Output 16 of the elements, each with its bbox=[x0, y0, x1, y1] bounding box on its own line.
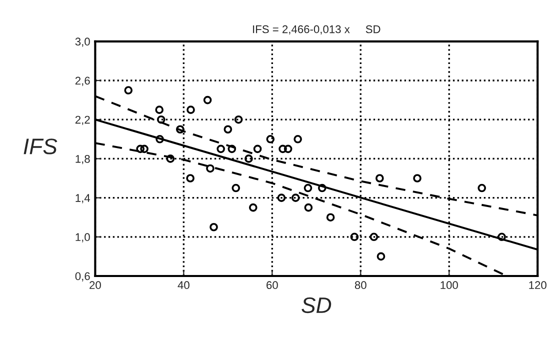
x-tick-label: 120 bbox=[529, 281, 546, 290]
y-tick-label: 1,0 bbox=[76, 233, 90, 242]
x-tick-label: 80 bbox=[354, 281, 366, 290]
x-tick-label: 100 bbox=[440, 281, 458, 290]
y-tick-label: 2,6 bbox=[75, 76, 90, 86]
x-tick-label: 20 bbox=[90, 281, 101, 290]
y-tick-label: 1,4 bbox=[76, 194, 90, 204]
x-tick-label: 60 bbox=[266, 281, 278, 290]
y-axis-title: IFS bbox=[24, 138, 58, 154]
x-axis-title: SD bbox=[302, 297, 332, 314]
chart-title: IFS = 2,466-0,013 x SD bbox=[253, 25, 380, 34]
y-tick-label: 2,2 bbox=[75, 116, 90, 126]
x-tick-label: 40 bbox=[178, 281, 190, 290]
y-tick-label: 1,8 bbox=[76, 154, 90, 164]
y-tick-label: 0,6 bbox=[75, 272, 90, 282]
y-tick-label: 3,0 bbox=[75, 38, 90, 47]
